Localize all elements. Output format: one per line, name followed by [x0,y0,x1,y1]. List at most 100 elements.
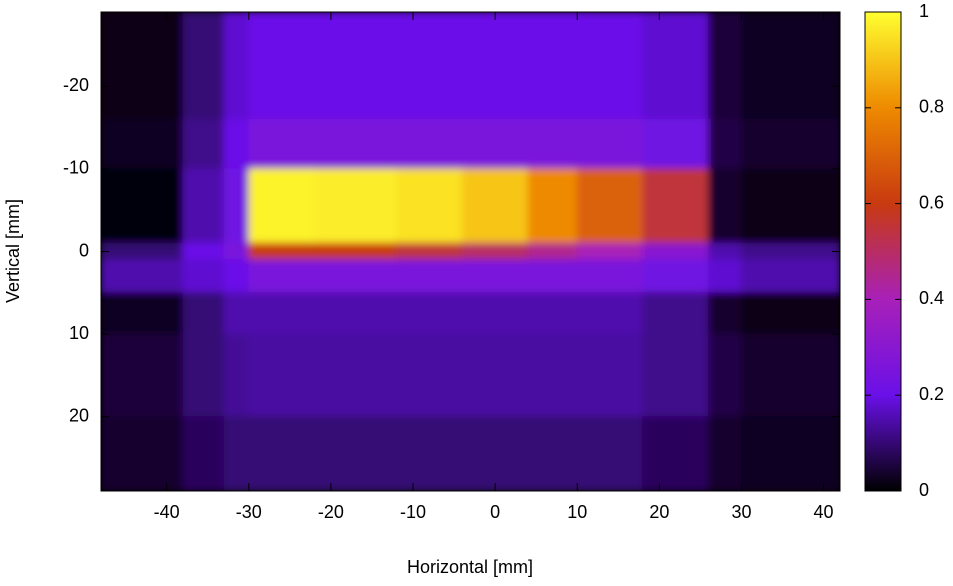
heatmap-cell [248,242,315,261]
colorbar-tick-label: 0.8 [919,97,944,117]
x-tick-label: -30 [236,502,262,522]
heatmap-cell [313,292,398,335]
heatmap-cell [642,168,710,244]
heatmap-cell [248,12,315,120]
heatmap-cell [223,333,250,418]
heatmap-cell [527,333,578,418]
heatmap-cell [576,333,644,418]
heatmap-cell [740,259,840,294]
heatmap-cell [576,242,644,261]
heatmap-cell [101,242,184,261]
heatmap-cell [182,12,225,120]
heatmap-cell [740,416,840,491]
colorbar-tick-label: 0.6 [919,192,944,212]
heatmap-cell [313,168,398,244]
heatmap-cell [461,333,529,418]
heatmap-cell [396,12,463,120]
heatmap-cell [223,259,250,294]
heatmap-cell [461,168,529,244]
y-tick-label: -10 [63,158,89,178]
x-tick-label: 20 [649,502,669,522]
heatmap-cell [461,242,529,261]
heatmap [101,12,840,491]
heatmap-cell [396,259,463,294]
colorbar-tick-label: 0.2 [919,384,944,404]
heatmap-cell [527,416,578,491]
x-tick-label: -20 [318,502,344,522]
heatmap-cell [396,242,463,261]
heatmap-cell [740,12,840,120]
heatmap-cell [182,168,225,244]
heatmap-cell [396,118,463,170]
heatmap-cell [527,168,578,244]
heatmap-cell [248,259,315,294]
heatmap-cell [461,416,529,491]
x-tick-label: 0 [490,502,500,522]
heatmap-cell [642,12,710,120]
x-tick-label: 30 [731,502,751,522]
heatmap-cell [223,416,250,491]
heatmap-cell [101,333,184,418]
heatmap-cell [708,118,742,170]
heatmap-cell [461,292,529,335]
heatmap-cell [461,118,529,170]
heatmap-cell [223,12,250,120]
heatmap-cell [527,292,578,335]
heatmap-cell [313,242,398,261]
heatmap-cell [461,259,529,294]
heatmap-cell [101,416,184,491]
heatmap-cell [740,242,840,261]
heatmap-cell [642,292,710,335]
heatmap-cell [576,259,644,294]
heatmap-cell [708,333,742,418]
x-tick-label: -40 [154,502,180,522]
heatmap-cell [101,292,184,335]
heatmap-cell [182,333,225,418]
heatmap-cell [248,168,315,244]
heatmap-cell [642,259,710,294]
heatmap-cell [396,168,463,244]
heatmap-cell [313,118,398,170]
heatmap-cell [223,168,250,244]
x-tick-label: 10 [567,502,587,522]
heatmap-cell [642,118,710,170]
heatmap-cell [182,242,225,261]
heatmap-cell [708,259,742,294]
heatmap-cell [576,12,644,120]
heatmap-cell [101,259,184,294]
heatmap-cell [182,292,225,335]
heatmap-cell [740,118,840,170]
heatmap-cell [101,12,184,120]
heatmap-cell [248,118,315,170]
heatmap-cells [101,12,840,491]
heatmap-cell [576,118,644,170]
y-axis-label: Vertical [mm] [3,199,23,303]
heatmap-cell [642,416,710,491]
heatmap-cell [708,292,742,335]
heatmap-cell [396,292,463,335]
heatmap-cell [740,168,840,244]
x-axis-label: Horizontal [mm] [407,557,533,577]
colorbar-tick-label: 0.4 [919,288,944,308]
heatmap-cell [576,292,644,335]
heatmap-cell [576,168,644,244]
heatmap-cell [527,118,578,170]
heatmap-cell [642,242,710,261]
y-tick-label: -20 [63,75,89,95]
heatmap-cell [248,333,315,418]
heatmap-cell [223,292,250,335]
heatmap-cell [708,168,742,244]
heatmap-cell [708,242,742,261]
heatmap-cell [101,168,184,244]
colorbar [864,11,902,492]
heatmap-cell [740,292,840,335]
heatmap-cell [527,259,578,294]
y-tick-label: 10 [69,323,89,343]
heatmap-cell [576,416,644,491]
heatmap-cell [708,12,742,120]
x-tick-label: 40 [814,502,834,522]
heatmap-cell [642,333,710,418]
heatmap-cell [527,12,578,120]
heatmap-cell [740,333,840,418]
